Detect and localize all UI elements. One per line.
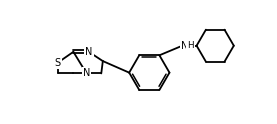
Text: H: H [187, 41, 194, 50]
Text: S: S [55, 58, 61, 68]
Text: N: N [83, 68, 90, 78]
Text: N: N [181, 41, 189, 51]
Text: N: N [85, 47, 93, 57]
